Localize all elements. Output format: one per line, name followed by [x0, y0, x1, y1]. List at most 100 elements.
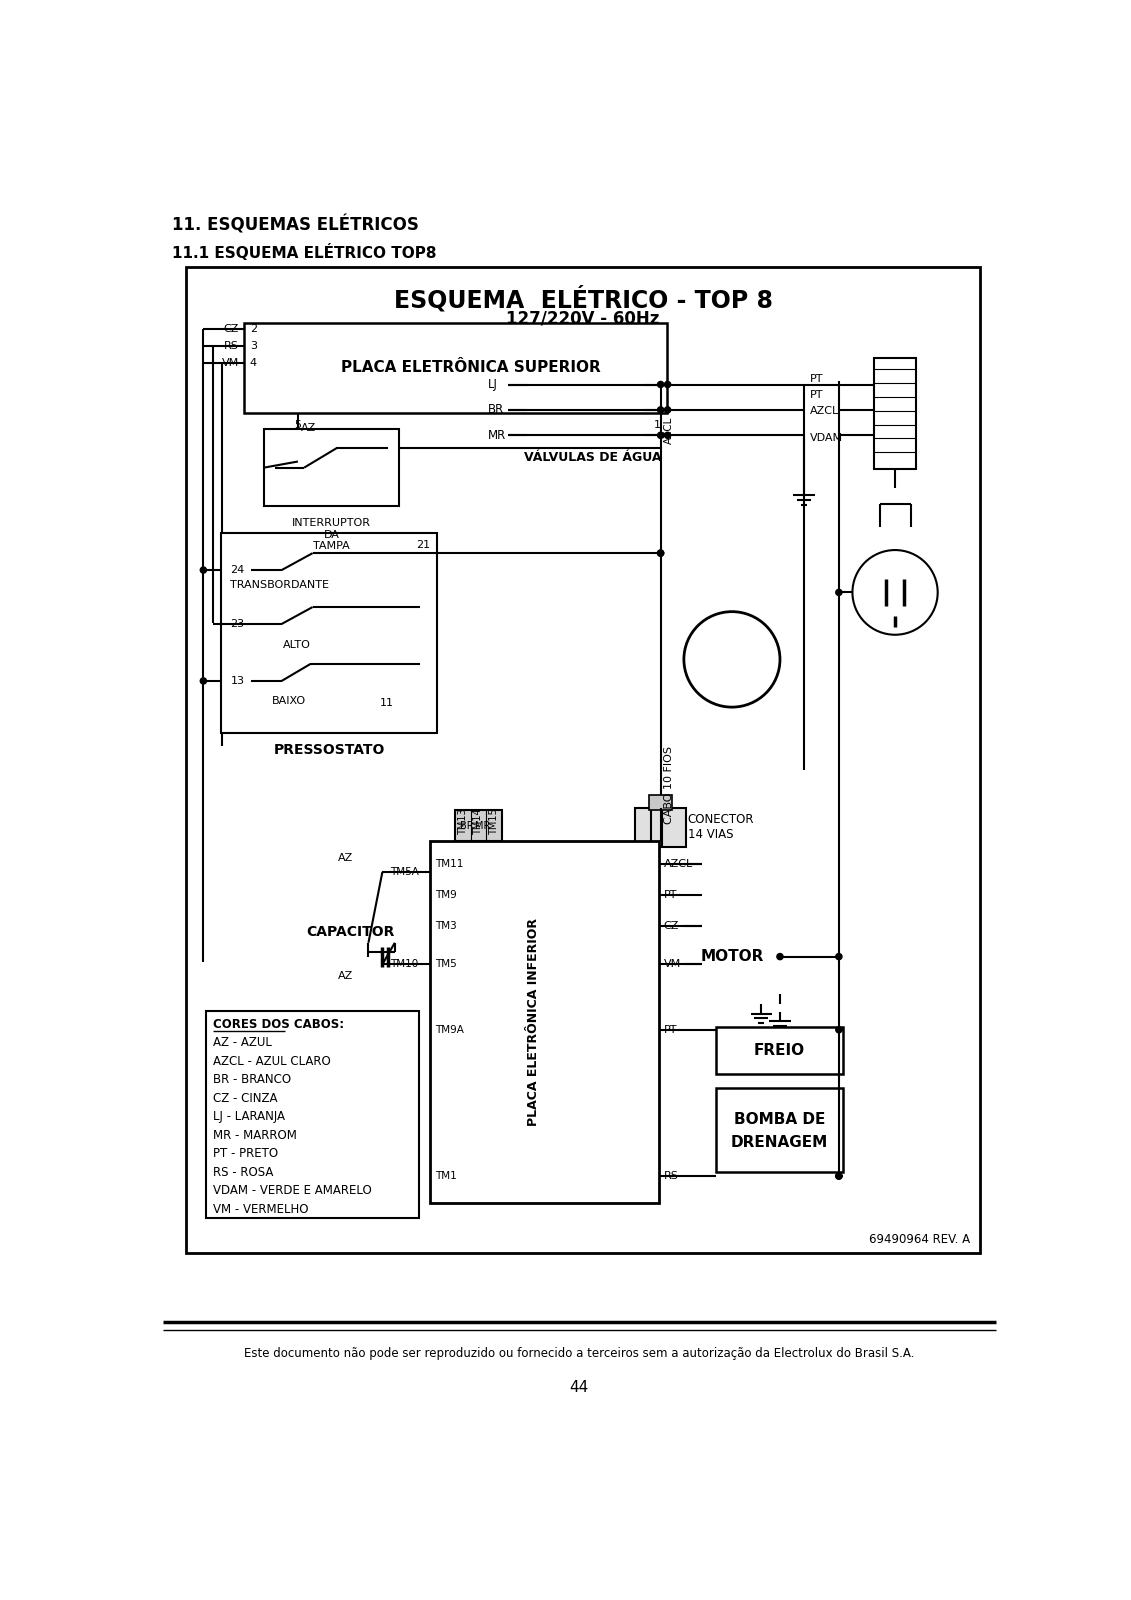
Text: MOTOR: MOTOR — [700, 949, 763, 965]
Text: CZ: CZ — [224, 325, 239, 334]
Text: 1: 1 — [654, 419, 661, 429]
Text: 4: 4 — [250, 358, 257, 368]
Text: TM10: TM10 — [390, 960, 418, 970]
Text: ESQUEMA  ELÉTRICO - TOP 8: ESQUEMA ELÉTRICO - TOP 8 — [394, 286, 772, 312]
Text: PT: PT — [810, 374, 823, 384]
Text: BR: BR — [487, 403, 504, 416]
Bar — [716, 1088, 843, 1173]
Text: 11.1 ESQUEMA ELÉTRICO TOP8: 11.1 ESQUEMA ELÉTRICO TOP8 — [172, 245, 437, 261]
Text: 11: 11 — [380, 698, 394, 707]
Text: DA: DA — [323, 530, 339, 539]
Text: TM11: TM11 — [435, 859, 464, 869]
Text: LJ - LARANJA: LJ - LARANJA — [214, 1110, 285, 1123]
Text: 44: 44 — [570, 1379, 589, 1395]
Text: CORES DOS CABOS:: CORES DOS CABOS: — [214, 1018, 345, 1030]
Text: VM: VM — [664, 960, 681, 970]
Text: CABO 10 FIOS: CABO 10 FIOS — [665, 746, 674, 824]
Text: TM9: TM9 — [435, 890, 457, 901]
Bar — [456, 810, 502, 842]
Circle shape — [665, 406, 671, 413]
Text: AZ: AZ — [338, 971, 353, 981]
Circle shape — [200, 678, 207, 685]
Text: TM5: TM5 — [435, 960, 457, 970]
Bar — [634, 808, 687, 846]
Text: CZ: CZ — [664, 922, 679, 931]
Text: LJ: LJ — [487, 378, 498, 390]
Text: AZ: AZ — [301, 424, 317, 434]
Text: PT: PT — [810, 390, 823, 400]
Text: PT: PT — [664, 1024, 677, 1035]
Circle shape — [836, 589, 841, 595]
Text: CAPACITOR: CAPACITOR — [307, 925, 395, 939]
Circle shape — [836, 954, 841, 960]
Text: RS: RS — [224, 341, 239, 350]
Circle shape — [657, 432, 664, 438]
Bar — [649, 795, 672, 810]
Text: RS - ROSA: RS - ROSA — [214, 1166, 274, 1179]
Circle shape — [657, 550, 664, 557]
Bar — [716, 1027, 843, 1074]
Circle shape — [853, 550, 938, 635]
Text: MR: MR — [475, 821, 490, 830]
Text: BR - BRANCO: BR - BRANCO — [214, 1074, 292, 1086]
Text: TAMPA: TAMPA — [313, 541, 349, 550]
Text: TM1: TM1 — [435, 1171, 457, 1181]
Text: RS: RS — [664, 1171, 679, 1181]
Text: CZ - CINZA: CZ - CINZA — [214, 1091, 278, 1104]
Text: PLACA ELETRÔNICA SUPERIOR: PLACA ELETRÔNICA SUPERIOR — [340, 360, 601, 374]
Text: MR - MARROM: MR - MARROM — [214, 1128, 297, 1142]
Text: TM5A: TM5A — [390, 867, 418, 877]
Text: 69490964 REV. A: 69490964 REV. A — [870, 1232, 970, 1246]
Text: AZCL: AZCL — [810, 406, 839, 416]
Text: AZCL: AZCL — [664, 418, 674, 445]
Text: 23: 23 — [231, 619, 244, 629]
Text: ALTO: ALTO — [283, 640, 311, 650]
Text: VDAM: VDAM — [810, 434, 844, 443]
Bar — [874, 357, 916, 469]
Circle shape — [836, 1173, 841, 1179]
Text: 5: 5 — [294, 419, 302, 429]
Circle shape — [200, 566, 207, 573]
Text: VDAM - VERDE E AMARELO: VDAM - VERDE E AMARELO — [214, 1184, 372, 1197]
Text: VM - VERMELHO: VM - VERMELHO — [214, 1203, 309, 1216]
Circle shape — [836, 1027, 841, 1034]
Text: PLACA ELETRÔNICA INFERIOR: PLACA ELETRÔNICA INFERIOR — [527, 918, 539, 1126]
Circle shape — [665, 381, 671, 387]
Text: TM3: TM3 — [435, 922, 457, 931]
Circle shape — [657, 406, 664, 413]
Circle shape — [657, 381, 664, 387]
Text: Este documento não pode ser reproduzido ou fornecido a terceiros sem a autorizaç: Este documento não pode ser reproduzido … — [244, 1347, 915, 1360]
Text: PRESSOSTATO: PRESSOSTATO — [274, 744, 385, 757]
Circle shape — [684, 611, 780, 707]
Text: VM: VM — [222, 358, 239, 368]
Text: TM13: TM13 — [458, 808, 468, 835]
Text: TM15: TM15 — [489, 808, 499, 835]
Circle shape — [657, 550, 664, 557]
Text: 24: 24 — [231, 565, 244, 574]
Bar — [243, 323, 667, 413]
Text: AZ - AZUL: AZ - AZUL — [214, 1037, 273, 1050]
Text: PT - PRETO: PT - PRETO — [214, 1147, 278, 1160]
Circle shape — [665, 432, 671, 438]
Text: AZCL - AZUL CLARO: AZCL - AZUL CLARO — [214, 1054, 331, 1067]
Text: 3: 3 — [250, 341, 257, 350]
Bar — [206, 1011, 418, 1219]
Text: 13: 13 — [231, 675, 244, 686]
Text: FREIO: FREIO — [754, 1043, 805, 1058]
Text: 14 VIAS: 14 VIAS — [688, 829, 733, 842]
Text: PT: PT — [664, 890, 677, 901]
Text: TRANSBORDANTE: TRANSBORDANTE — [231, 581, 329, 590]
Text: BR: BR — [460, 821, 474, 830]
Text: DRENAGEM: DRENAGEM — [731, 1136, 828, 1150]
Text: INTERRUPTOR: INTERRUPTOR — [292, 518, 371, 528]
Text: CONECTOR: CONECTOR — [688, 813, 754, 826]
Text: TM9A: TM9A — [435, 1024, 464, 1035]
Bar — [264, 429, 399, 506]
Bar — [222, 533, 438, 733]
Text: TM14: TM14 — [474, 808, 483, 835]
Text: AZCL: AZCL — [664, 859, 693, 869]
Bar — [431, 842, 659, 1203]
Text: BAIXO: BAIXO — [271, 696, 305, 706]
Bar — [187, 267, 979, 1253]
Text: 21: 21 — [416, 539, 431, 550]
